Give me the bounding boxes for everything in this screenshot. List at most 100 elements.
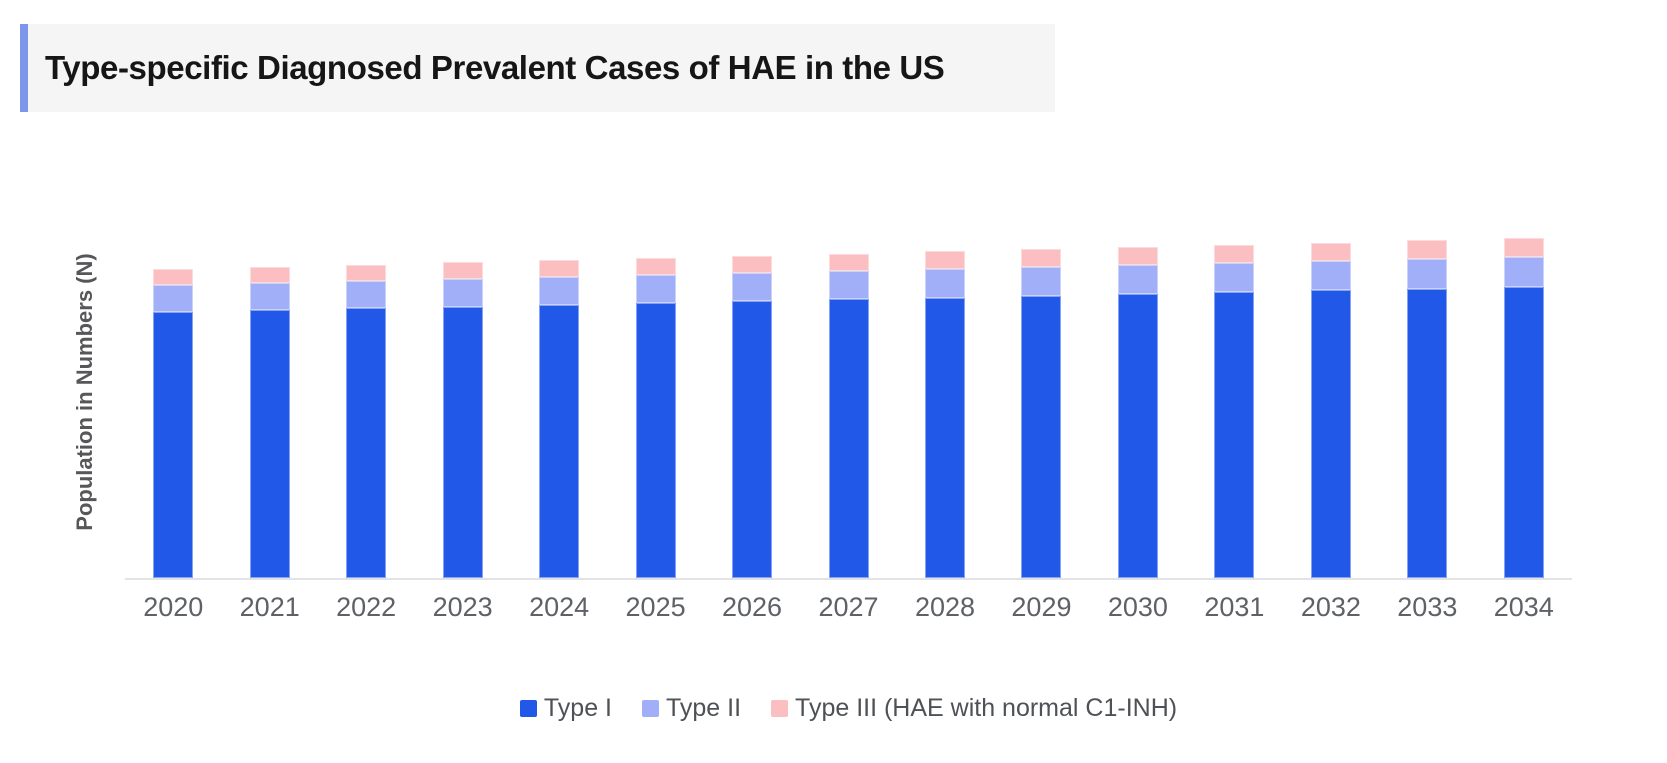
- bar-segment-type-i-2027[interactable]: [828, 299, 869, 578]
- bar-segment-type-iii-hae-with-normal-c1-inh-2020[interactable]: [153, 269, 194, 285]
- bar-segment-type-iii-hae-with-normal-c1-inh-2027[interactable]: [828, 253, 869, 272]
- stacked-bar-2027[interactable]: [828, 253, 869, 578]
- page-title: Type-specific Diagnosed Prevalent Cases …: [45, 49, 945, 86]
- bar-segment-type-ii-2021[interactable]: [249, 283, 290, 311]
- stacked-bar-2021[interactable]: [249, 266, 290, 578]
- bar-segment-type-iii-hae-with-normal-c1-inh-2023[interactable]: [442, 262, 483, 280]
- bar-segment-type-ii-2030[interactable]: [1117, 265, 1158, 294]
- bar-segment-type-iii-hae-with-normal-c1-inh-2024[interactable]: [539, 260, 580, 278]
- bar-group-2029: [993, 218, 1089, 578]
- x-tick-label-2034: 2034: [1493, 592, 1554, 622]
- bar-segment-type-ii-2024[interactable]: [539, 277, 580, 305]
- bar-group-2032: [1283, 218, 1379, 578]
- stacked-bar-2029[interactable]: [1021, 249, 1062, 578]
- legend-label: Type II: [666, 694, 742, 722]
- x-tick-label-2029: 2029: [1011, 592, 1072, 622]
- stacked-bar-2022[interactable]: [346, 264, 387, 578]
- bar-segment-type-ii-2029[interactable]: [1021, 267, 1062, 296]
- x-tick-label-2023: 2023: [432, 592, 493, 622]
- bar-segment-type-ii-2033[interactable]: [1407, 259, 1448, 289]
- stacked-bar-2026[interactable]: [732, 255, 773, 578]
- x-tick-label-2030: 2030: [1107, 592, 1168, 622]
- bar-segment-type-i-2034[interactable]: [1503, 286, 1544, 578]
- stacked-bar-2031[interactable]: [1214, 244, 1255, 578]
- bar-group-2033: [1379, 218, 1475, 578]
- bar-group-2024: [511, 218, 607, 578]
- legend-label: Type III (HAE with normal C1-INH): [795, 694, 1178, 722]
- x-tick-label-2024: 2024: [529, 592, 590, 622]
- bar-segment-type-i-2033[interactable]: [1407, 288, 1448, 578]
- bar-segment-type-ii-2034[interactable]: [1503, 257, 1544, 287]
- stacked-bar-2032[interactable]: [1310, 242, 1351, 578]
- bar-group-2027: [800, 218, 896, 578]
- x-tick-label-2021: 2021: [239, 592, 300, 622]
- stacked-bar-2030[interactable]: [1117, 247, 1158, 578]
- bar-segment-type-i-2021[interactable]: [249, 310, 290, 578]
- stacked-bar-2023[interactable]: [442, 262, 483, 578]
- bar-group-2028: [897, 218, 993, 578]
- bar-segment-type-i-2022[interactable]: [346, 308, 387, 578]
- bar-segment-type-ii-2020[interactable]: [153, 285, 194, 312]
- bar-segment-type-i-2031[interactable]: [1214, 292, 1255, 578]
- bar-segment-type-iii-hae-with-normal-c1-inh-2028[interactable]: [924, 251, 965, 270]
- bar-segment-type-i-2029[interactable]: [1021, 295, 1062, 578]
- bar-segment-type-ii-2025[interactable]: [635, 275, 676, 303]
- bar-segment-type-iii-hae-with-normal-c1-inh-2022[interactable]: [346, 264, 387, 282]
- bar-group-2025: [607, 218, 703, 578]
- stacked-bar-2028[interactable]: [924, 251, 965, 578]
- bar-segment-type-i-2030[interactable]: [1117, 294, 1158, 578]
- bar-segment-type-iii-hae-with-normal-c1-inh-2031[interactable]: [1214, 244, 1255, 264]
- bar-segment-type-i-2024[interactable]: [539, 304, 580, 578]
- bar-segment-type-ii-2023[interactable]: [442, 279, 483, 307]
- bar-segment-type-i-2020[interactable]: [153, 312, 194, 578]
- x-tick-label-2022: 2022: [336, 592, 397, 622]
- bar-segment-type-ii-2028[interactable]: [924, 269, 965, 298]
- x-tick-label-2025: 2025: [625, 592, 686, 622]
- bar-segment-type-i-2025[interactable]: [635, 303, 676, 578]
- bar-group-2026: [704, 218, 800, 578]
- x-tick-label-2032: 2032: [1300, 592, 1361, 622]
- legend-swatch-icon: [642, 700, 659, 717]
- stacked-bar-2034[interactable]: [1503, 238, 1544, 578]
- x-tick-label-2027: 2027: [818, 592, 879, 622]
- x-tick-label-2028: 2028: [914, 592, 976, 622]
- bar-segment-type-ii-2031[interactable]: [1214, 263, 1255, 293]
- x-tick-label-2031: 2031: [1204, 592, 1265, 622]
- bar-segment-type-iii-hae-with-normal-c1-inh-2025[interactable]: [635, 258, 676, 275]
- legend-item-type-ii[interactable]: Type II: [642, 694, 741, 723]
- x-tick-label-2026: 2026: [722, 592, 783, 622]
- stacked-bar-2033[interactable]: [1407, 240, 1448, 578]
- bar-segment-type-iii-hae-with-normal-c1-inh-2021[interactable]: [249, 266, 290, 284]
- legend-label: Type I: [543, 694, 612, 722]
- stacked-bar-2024[interactable]: [539, 260, 580, 578]
- bar-segment-type-i-2032[interactable]: [1310, 290, 1351, 578]
- bar-segment-type-i-2023[interactable]: [442, 306, 483, 578]
- bar-segment-type-iii-hae-with-normal-c1-inh-2032[interactable]: [1310, 242, 1351, 262]
- bar-segment-type-i-2026[interactable]: [732, 301, 773, 578]
- x-tick-label-2020: 2020: [143, 592, 204, 622]
- chart-legend: Type I Type II Type III (HAE with normal C…: [125, 694, 1572, 723]
- bar-segment-type-i-2028[interactable]: [924, 297, 965, 578]
- stacked-bar-2020[interactable]: [153, 269, 194, 578]
- y-axis-title: Population in Numbers (N): [72, 253, 97, 531]
- legend-item-type-i[interactable]: Type I: [519, 694, 612, 723]
- bar-segment-type-ii-2026[interactable]: [732, 273, 773, 302]
- legend-item-type-iii-hae-with-normal-c1-inh[interactable]: Type III (HAE with normal C1-INH): [771, 694, 1177, 723]
- bar-segment-type-iii-hae-with-normal-c1-inh-2026[interactable]: [732, 255, 773, 274]
- bar-group-2022: [318, 218, 414, 578]
- bar-segment-type-iii-hae-with-normal-c1-inh-2030[interactable]: [1117, 247, 1158, 265]
- stacked-bar-2025[interactable]: [635, 258, 676, 578]
- bar-segment-type-ii-2027[interactable]: [828, 271, 869, 300]
- legend-swatch-icon: [771, 700, 789, 717]
- bar-segment-type-ii-2032[interactable]: [1310, 261, 1351, 291]
- bar-segment-type-ii-2022[interactable]: [346, 281, 387, 309]
- bar-segment-type-iii-hae-with-normal-c1-inh-2034[interactable]: [1503, 238, 1544, 258]
- bar-segment-type-iii-hae-with-normal-c1-inh-2033[interactable]: [1407, 240, 1448, 260]
- bar-segment-type-iii-hae-with-normal-c1-inh-2029[interactable]: [1021, 249, 1062, 268]
- chart-title-block: Type-specific Diagnosed Prevalent Cases …: [20, 24, 1055, 112]
- x-tick-label-2033: 2033: [1397, 592, 1458, 622]
- plot-area: [125, 218, 1572, 580]
- bar-group-2031: [1186, 218, 1282, 578]
- bar-group-2021: [221, 218, 317, 578]
